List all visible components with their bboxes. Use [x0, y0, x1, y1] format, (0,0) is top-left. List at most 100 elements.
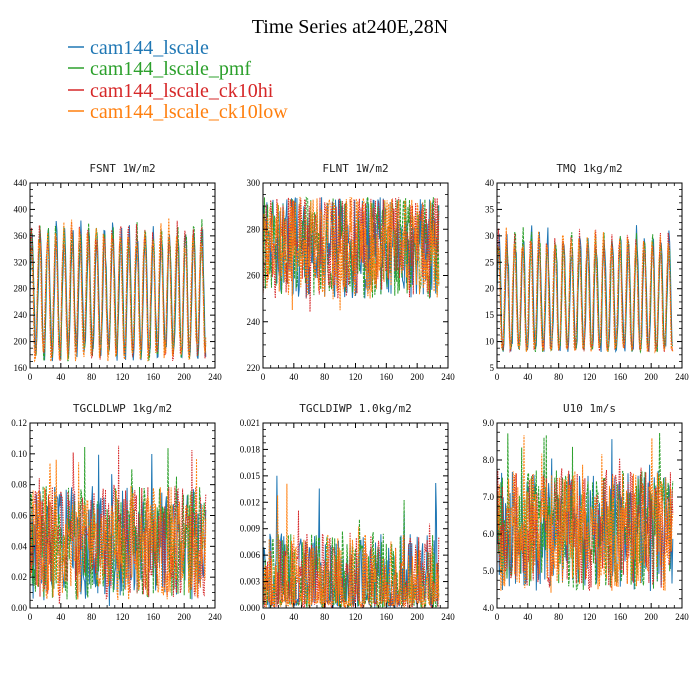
y-tick-label: 0.00: [11, 603, 27, 613]
panel: TGCLDIWP 1.0kg/m2 0 40 80 120 160 200 240 0.000 0…: [240, 402, 456, 622]
y-tick-label: 4.0: [483, 603, 495, 613]
y-tick-label: 240: [14, 310, 28, 320]
y-tick-label: 0.012: [240, 497, 260, 507]
x-tick-label: 120: [583, 612, 597, 622]
y-tick-label: 7.0: [483, 492, 495, 502]
panel-title: TMQ 1kg/m2: [556, 162, 622, 175]
y-tick-label: 0.08: [11, 480, 27, 490]
legend-item: cam144_lscale_ck10hi: [68, 80, 274, 102]
series-line: [263, 196, 440, 311]
y-tick-label: 260: [247, 271, 261, 281]
legend: cam144_lscale cam144_lscale_pmf cam144_l…: [68, 37, 288, 123]
y-tick-label: 0.009: [240, 524, 261, 534]
series-group: [30, 445, 207, 607]
x-tick-label: 200: [177, 372, 191, 382]
y-tick-label: 0.10: [11, 449, 27, 459]
x-tick-label: 240: [441, 612, 455, 622]
y-tick-label: 0.003: [240, 577, 261, 587]
x-tick-label: 200: [410, 612, 424, 622]
panel-title: TGCLDIWP 1.0kg/m2: [299, 402, 412, 415]
x-tick-label: 120: [116, 612, 130, 622]
x-tick-label: 80: [320, 612, 330, 622]
panels: FSNT 1W/m20 40 80 120 160 200 2401602002402803…: [11, 162, 689, 622]
legend-item: cam144_lscale_pmf: [68, 58, 251, 80]
x-tick-label: 80: [87, 612, 97, 622]
y-tick-label: 0.02: [11, 572, 27, 582]
x-tick-label: 240: [675, 372, 689, 382]
panel-title: TGCLDLWP 1kg/m2: [73, 402, 172, 415]
y-tick-label: 0.006: [240, 550, 261, 560]
y-tick-label: 160: [14, 363, 28, 373]
x-tick-label: 80: [87, 372, 97, 382]
y-tick-label: 8.0: [483, 455, 495, 465]
series-line: [497, 435, 674, 593]
legend-label: cam144_lscale_ck10hi: [90, 80, 274, 102]
y-tick-label: 6.0: [483, 529, 495, 539]
x-tick-label: 40: [56, 612, 66, 622]
series-group: [263, 196, 440, 312]
x-tick-label: 160: [380, 612, 394, 622]
x-tick-label: 240: [441, 372, 455, 382]
x-tick-label: 160: [614, 612, 628, 622]
y-tick-label: 25: [485, 257, 495, 267]
x-tick-label: 120: [349, 372, 363, 382]
panel: TMQ 1kg/m2 0 40 80 120 160 200 240 5 10 15 20 25 30 35…: [485, 162, 689, 382]
x-tick-label: 120: [583, 372, 597, 382]
y-tick-label: 0.015: [240, 471, 261, 481]
x-tick-label: 200: [644, 372, 658, 382]
x-tick-label: 80: [320, 372, 330, 382]
y-tick-label: 0.12: [11, 418, 27, 428]
y-tick-label: 200: [14, 337, 28, 347]
x-tick-label: 0: [28, 612, 33, 622]
x-tick-label: 200: [644, 612, 658, 622]
legend-item: cam144_lscale_ck10low: [68, 101, 288, 123]
panel-title: FSNT 1W/m2: [89, 162, 155, 175]
y-tick-label: 220: [247, 363, 261, 373]
y-tick-label: 10: [485, 337, 495, 347]
panel: U10 1m/s 0 40 80 120 160 200 240 4.0 5.0 6.0 7.0 8.0…: [483, 402, 690, 622]
x-tick-label: 160: [614, 372, 628, 382]
legend-label: cam144_lscale_pmf: [90, 58, 251, 80]
figure-title: Time Series at240E,28N: [252, 16, 448, 38]
y-tick-label: 5: [490, 363, 495, 373]
legend-label: cam144_lscale_ck10low: [90, 101, 288, 123]
y-tick-label: 20: [485, 284, 495, 294]
x-tick-label: 120: [116, 372, 130, 382]
legend-item: cam144_lscale: [68, 37, 209, 59]
y-tick-label: 9.0: [483, 418, 495, 428]
x-tick-label: 160: [380, 372, 394, 382]
x-tick-label: 160: [147, 612, 161, 622]
y-tick-label: 15: [485, 310, 495, 320]
series-group: [497, 432, 674, 593]
series-line: [497, 432, 674, 591]
y-tick-label: 400: [14, 204, 28, 214]
series-line: [30, 458, 207, 601]
x-tick-label: 80: [554, 372, 564, 382]
x-tick-label: 0: [261, 372, 266, 382]
panel: FSNT 1W/m2 0 40 80 120 160 200 240 160 200 240 280 3…: [14, 162, 223, 382]
series-line: [30, 445, 207, 604]
panel: FLNT 1W/m2 0 40 80 120 160 200 240 220 240 260 280 3…: [247, 162, 456, 382]
y-tick-label: 360: [14, 231, 28, 241]
series-group: [263, 475, 440, 608]
y-tick-label: 280: [247, 224, 261, 234]
x-tick-label: 40: [56, 372, 66, 382]
y-tick-label: 0.04: [11, 541, 27, 551]
y-tick-label: 35: [485, 204, 495, 214]
panel: TGCLDLWP 1kg/m2 0 40 80 120 160 200 240 0.00 0.02…: [11, 402, 222, 622]
x-tick-label: 240: [675, 612, 689, 622]
panel-title: FLNT 1W/m2: [322, 162, 388, 175]
y-tick-label: 5.0: [483, 566, 495, 576]
series-line: [497, 227, 674, 354]
x-tick-label: 0: [261, 612, 266, 622]
series-line: [263, 483, 440, 608]
series-line: [497, 458, 674, 592]
x-tick-label: 0: [495, 612, 500, 622]
x-tick-label: 240: [208, 612, 222, 622]
y-tick-label: 0.021: [240, 418, 260, 428]
x-tick-label: 80: [554, 612, 564, 622]
series-line: [30, 453, 207, 607]
x-tick-label: 40: [523, 612, 533, 622]
x-tick-label: 200: [177, 612, 191, 622]
y-tick-label: 300: [247, 178, 261, 188]
